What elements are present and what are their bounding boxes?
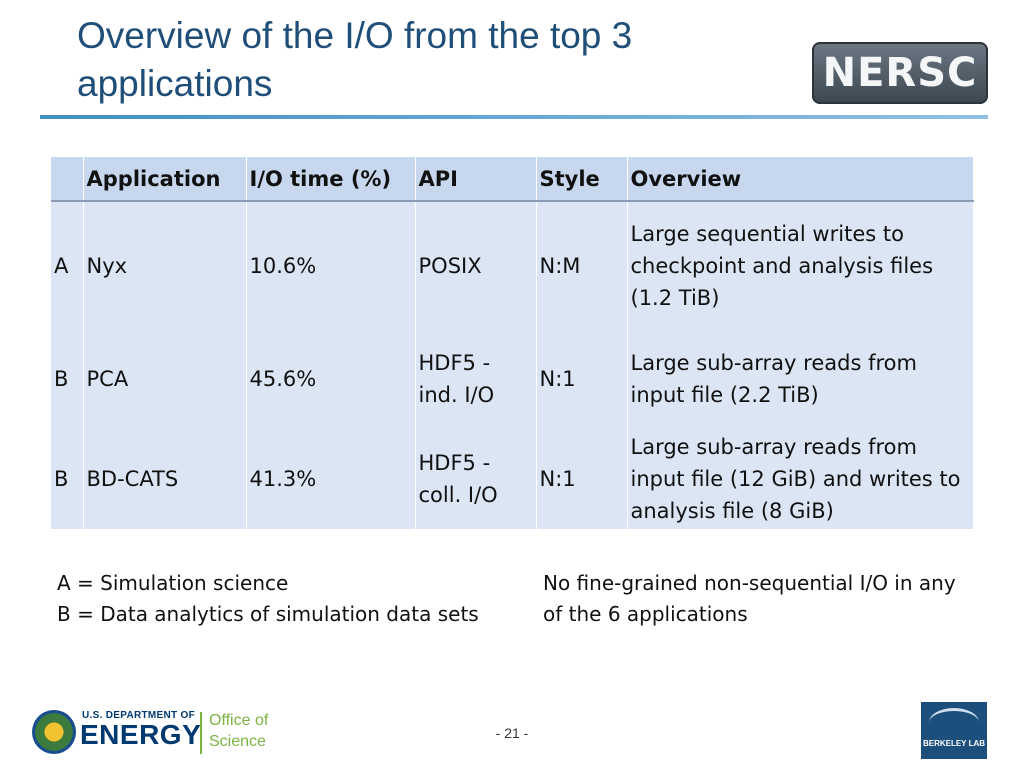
doe-logo-energy-text: ENERGY xyxy=(80,719,202,750)
office-of-science-text: Office of Science xyxy=(209,710,268,752)
cell-api: HDF5 - coll. I/O xyxy=(415,429,537,529)
cell-io-time: 10.6% xyxy=(246,201,416,329)
cell-style: N:M xyxy=(536,201,628,329)
cell-overview: Large sequential writes to checkpoint an… xyxy=(627,201,974,329)
doe-office-of-science-logo: U.S. DEPARTMENT OF ENERGY Office of Scie… xyxy=(32,708,277,758)
office-line-1: Office of xyxy=(209,712,269,729)
cell-application: BD-CATS xyxy=(83,429,247,529)
cell-application: PCA xyxy=(83,329,247,429)
header-overview: Overview xyxy=(627,157,974,202)
table-row: B PCA 45.6% HDF5 - ind. I/O N:1 Large su… xyxy=(51,329,974,429)
logo-divider xyxy=(200,712,202,754)
berkeley-arc-icon xyxy=(929,708,979,737)
cell-style: N:1 xyxy=(536,329,628,429)
cell-application: Nyx xyxy=(83,201,247,329)
legend-item-a: A = Simulation science xyxy=(57,571,289,595)
cell-overview: Large sub-array reads from input file (1… xyxy=(627,429,974,529)
cell-io-time: 41.3% xyxy=(246,429,416,529)
title-divider xyxy=(40,115,988,119)
cell-category: A xyxy=(51,201,84,329)
header-style: Style xyxy=(536,157,628,202)
legend-item-b: B = Data analytics of simulation data se… xyxy=(57,602,479,626)
header-io-time: I/O time (%) xyxy=(246,157,416,202)
nersc-logo: NERSC xyxy=(812,42,988,104)
category-legend: A = Simulation science B = Data analytic… xyxy=(57,568,479,630)
cell-overview: Large sub-array reads from input file (2… xyxy=(627,329,974,429)
cell-io-time: 45.6% xyxy=(246,329,416,429)
cell-category: B xyxy=(51,329,84,429)
nersc-logo-text: NERSC xyxy=(822,50,978,96)
page-number: - 21 - xyxy=(495,725,529,741)
cell-api: HDF5 - ind. I/O xyxy=(415,329,537,429)
header-application: Application xyxy=(83,157,247,202)
summary-note: No fine-grained non-sequential I/O in an… xyxy=(543,571,956,626)
cell-api: POSIX xyxy=(415,201,537,329)
table-row: A Nyx 10.6% POSIX N:M Large sequential w… xyxy=(51,201,974,329)
office-line-2: Science xyxy=(209,733,266,750)
table-header-row: Application I/O time (%) API Style Overv… xyxy=(51,157,974,202)
table-row: B BD-CATS 41.3% HDF5 - coll. I/O N:1 Lar… xyxy=(51,429,974,529)
header-category xyxy=(51,157,84,202)
header-api: API xyxy=(415,157,537,202)
berkeley-lab-logo: BERKELEY LAB xyxy=(921,702,987,759)
cell-style: N:1 xyxy=(536,429,628,529)
doe-logo-small-text: U.S. DEPARTMENT OF xyxy=(82,710,195,721)
berkeley-logo-text: BERKELEY LAB xyxy=(922,739,986,748)
slide-title: Overview of the I/O from the top 3 appli… xyxy=(77,15,633,104)
cell-category: B xyxy=(51,429,84,529)
io-overview-table: Application I/O time (%) API Style Overv… xyxy=(51,157,974,529)
doe-seal-icon xyxy=(32,710,76,754)
